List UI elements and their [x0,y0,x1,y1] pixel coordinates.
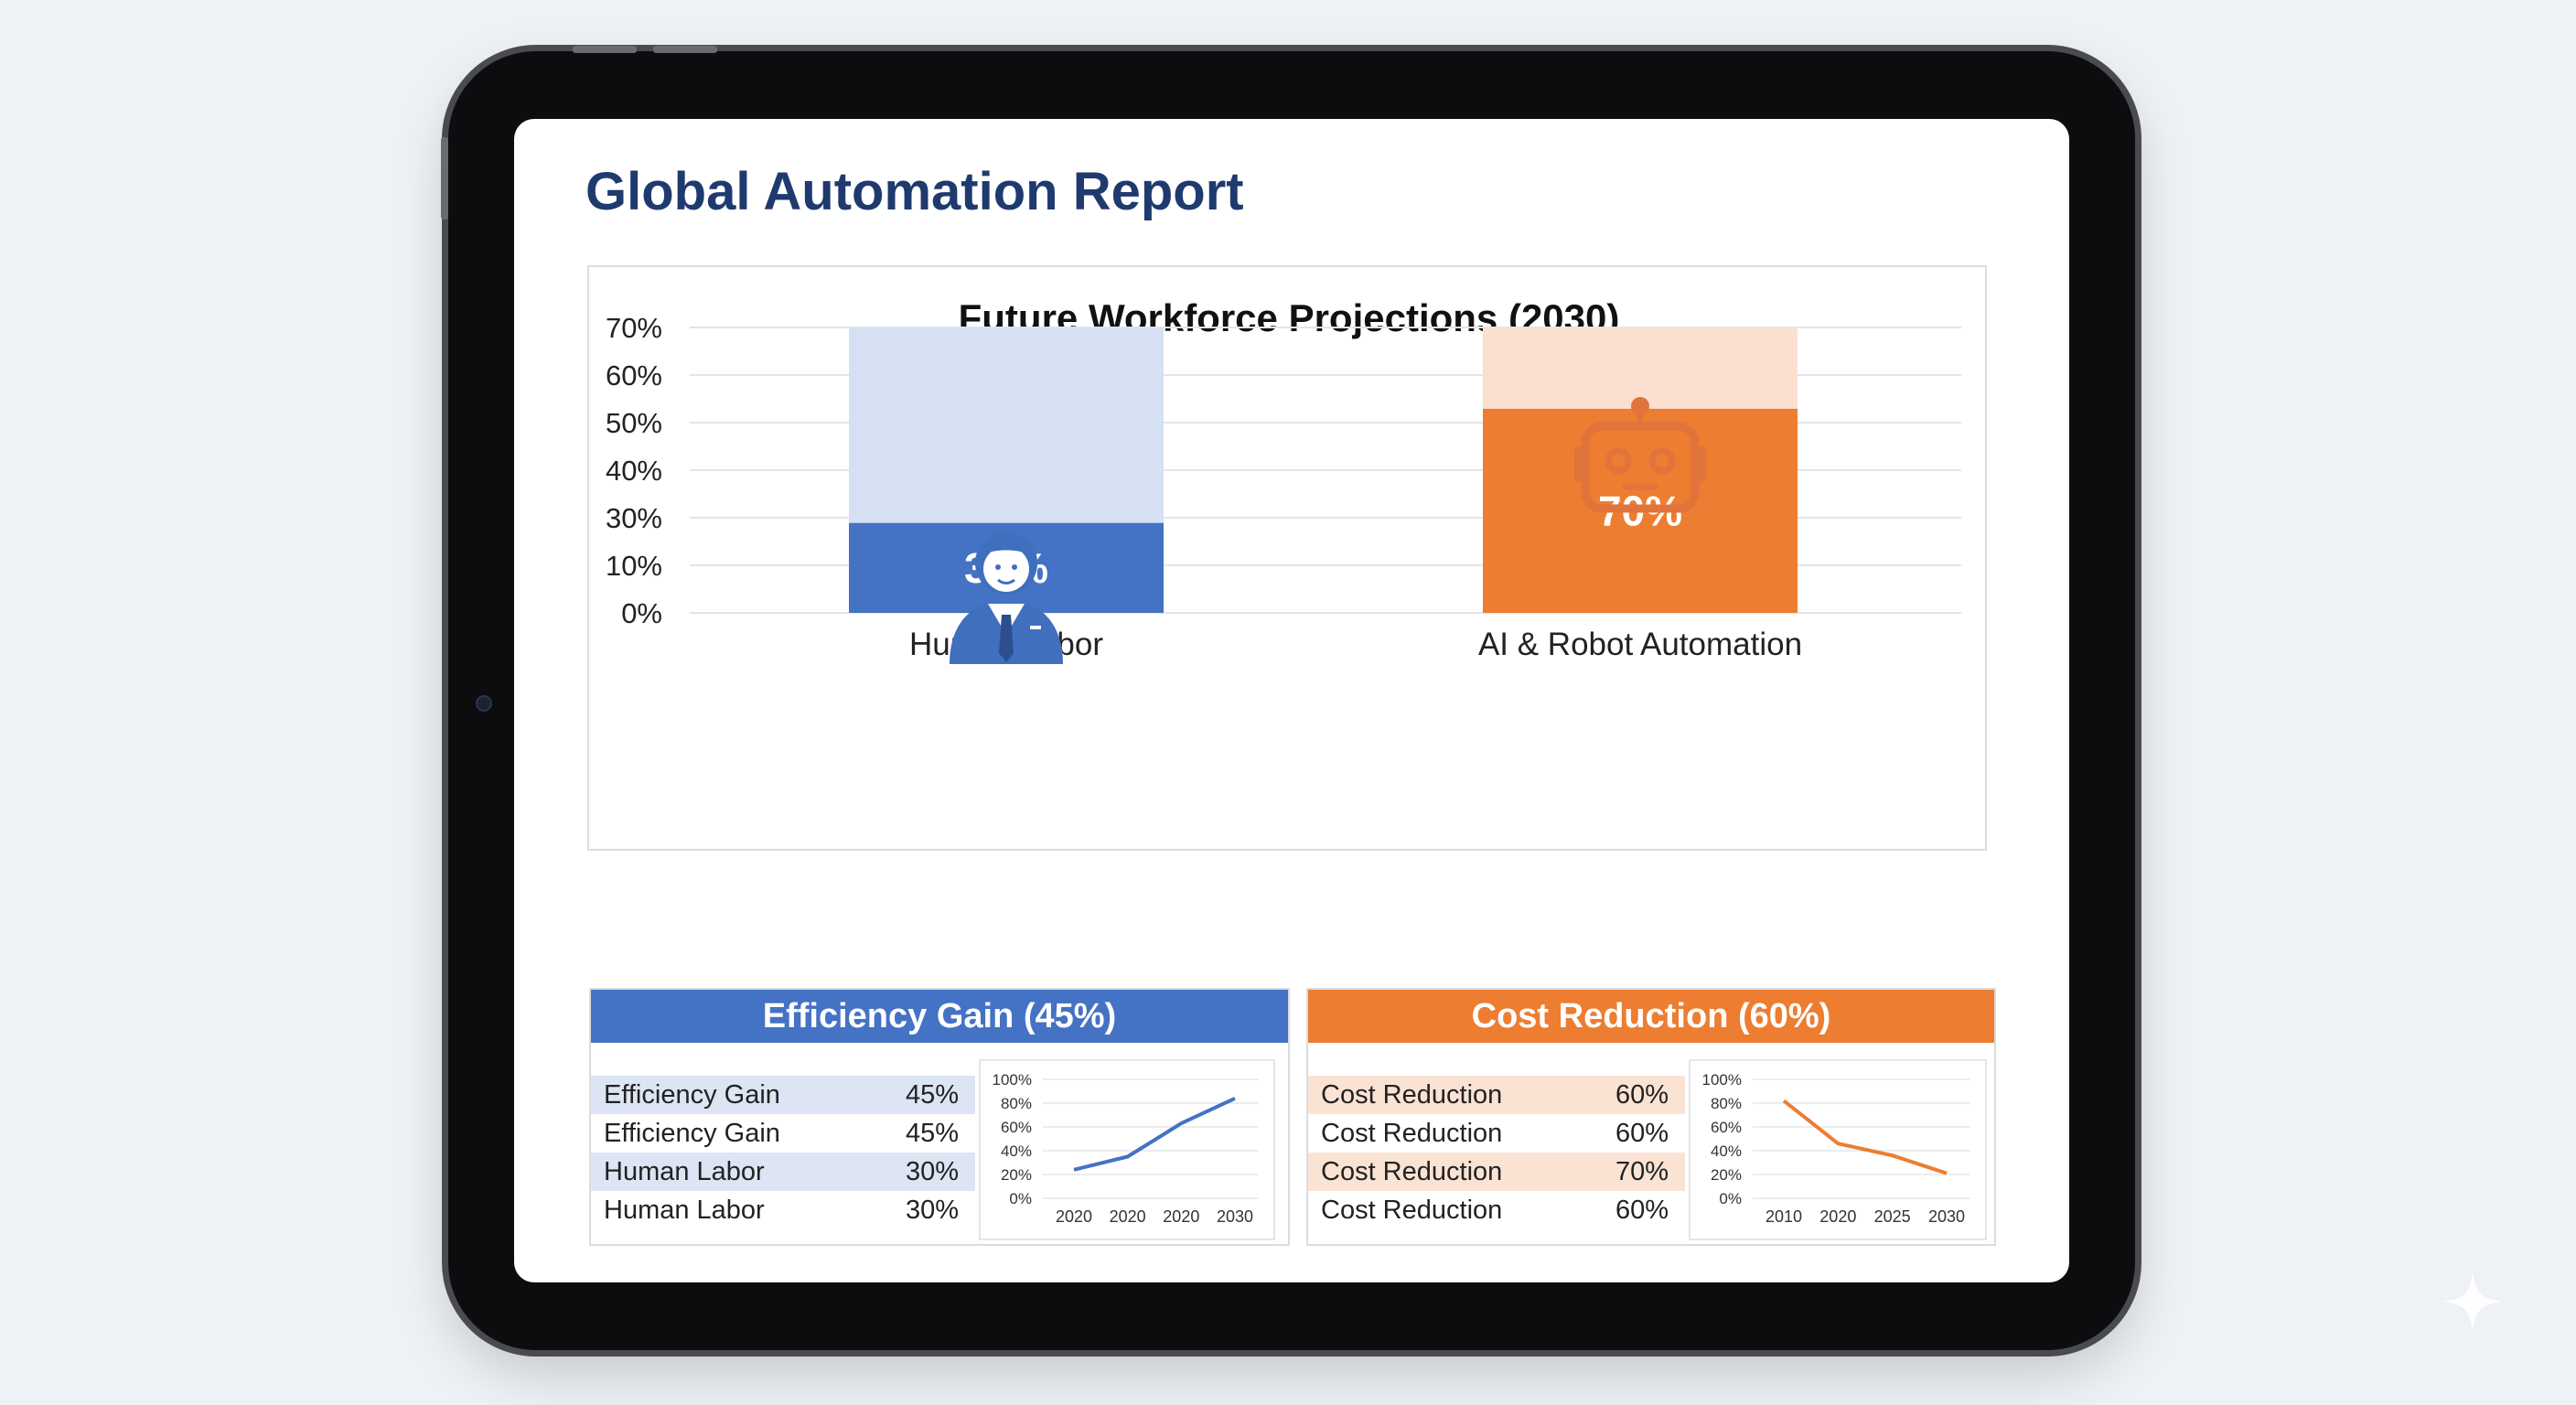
table-row: Cost Reduction 70% [1308,1153,1685,1191]
workforce-bar-chart: Future Workforce Projections (2030) 0%10… [606,296,1961,664]
y-tick-label: 0% [1009,1190,1032,1207]
y-tick-label: 100% [993,1071,1032,1089]
row-label: Human Labor [591,1153,864,1191]
tablet-screen: Global Automation Report Future Workforc… [514,119,2069,1282]
volume-button-top [573,46,637,53]
row-label: Efficiency Gain [604,1118,780,1148]
y-tick-label: 100% [1702,1071,1742,1089]
businessman-icon [950,532,1063,664]
efficiency-gain-panel: Efficiency Gain (45%) Efficiency Gain 45… [589,988,1290,1246]
row-label: Cost Reduction [1321,1118,1503,1148]
x-tick-label: 2030 [1928,1207,1965,1226]
efficiency-line-chart: 0% 20% 40% 60% 80% 100% 2020 2020 2020 2030 [979,1059,1275,1240]
x-tick-label: 2010 [1766,1207,1802,1226]
y-tick-label: 70% [606,312,662,344]
efficiency-table: Efficiency Gain 45% Efficiency Gain 45% … [591,1076,975,1229]
report-title: Global Automation Report [585,162,1244,221]
table-row: Cost Reduction 60% [1308,1076,1685,1114]
y-tick-label: 0% [1719,1190,1742,1207]
robot-icon [1574,397,1706,513]
table-row: Human Labor 30% [591,1191,975,1229]
efficiency-gain-header: Efficiency Gain (45%) [591,990,1288,1043]
x-tick-label: 2020 [1163,1207,1199,1226]
y-tick-label: 60% [1001,1119,1032,1136]
cost-reduction-panel: Cost Reduction (60%) Cost Reduction 60% … [1306,988,1996,1246]
table-row: Cost Reduction 60% [1308,1191,1685,1229]
row-label: Cost Reduction [1308,1153,1578,1191]
row-value: 30% [905,1195,959,1225]
row-label: Cost Reduction [1321,1195,1503,1225]
category-label: AI & Robot Automation [1478,627,1802,662]
row-label: Human Labor [604,1195,765,1225]
series-line [1073,1096,1236,1172]
sparkle-icon [2442,1271,2503,1332]
row-value: 60% [1615,1195,1669,1225]
row-label: Cost Reduction [1308,1076,1578,1114]
row-value: 60% [1577,1076,1685,1114]
y-tick-label: 60% [606,359,662,391]
y-tick-label: 80% [1711,1095,1742,1112]
x-tick-label: 2020 [1056,1207,1092,1226]
series-line [1782,1099,1948,1175]
row-value: 60% [1615,1118,1669,1148]
table-row: Efficiency Gain 45% [591,1076,975,1114]
row-value: 70% [1577,1153,1685,1191]
cost-line-chart: 0% 20% 40% 60% 80% 100% 2010 2020 2025 2030 [1689,1059,1987,1240]
y-tick-label: 0% [621,597,662,629]
y-tick-label: 20% [1711,1166,1742,1184]
side-button [441,137,448,220]
cost-table: Cost Reduction 60% Cost Reduction 60% Co… [1308,1076,1685,1229]
table-row: Efficiency Gain 45% [591,1114,975,1153]
cost-reduction-header: Cost Reduction (60%) [1308,990,1994,1043]
row-value: 30% [864,1153,975,1191]
y-tick-label: 50% [606,407,662,439]
x-tick-label: 2020 [1819,1207,1856,1226]
workforce-chart-panel: Future Workforce Projections (2030) 0% 10… [587,265,1987,851]
table-row: Cost Reduction 60% [1308,1114,1685,1153]
y-tick-label: 80% [1001,1095,1032,1112]
y-tick-label: 20% [1001,1166,1032,1184]
y-tick-label: 40% [1711,1142,1742,1160]
y-tick-label: 60% [1711,1119,1742,1136]
row-value: 45% [864,1076,975,1114]
row-label: Efficiency Gain [591,1076,864,1114]
volume-button-bottom [653,46,717,53]
y-tick-label: 10% [606,550,662,582]
camera-dot [476,695,492,712]
row-value: 45% [905,1118,959,1148]
y-tick-label: 30% [606,502,662,534]
x-tick-label: 2030 [1217,1207,1253,1226]
y-tick-label: 40% [1001,1142,1032,1160]
table-row: Human Labor 30% [591,1153,975,1191]
x-tick-label: 2025 [1874,1207,1911,1226]
x-tick-label: 2020 [1110,1207,1146,1226]
y-tick-label: 40% [606,455,662,487]
